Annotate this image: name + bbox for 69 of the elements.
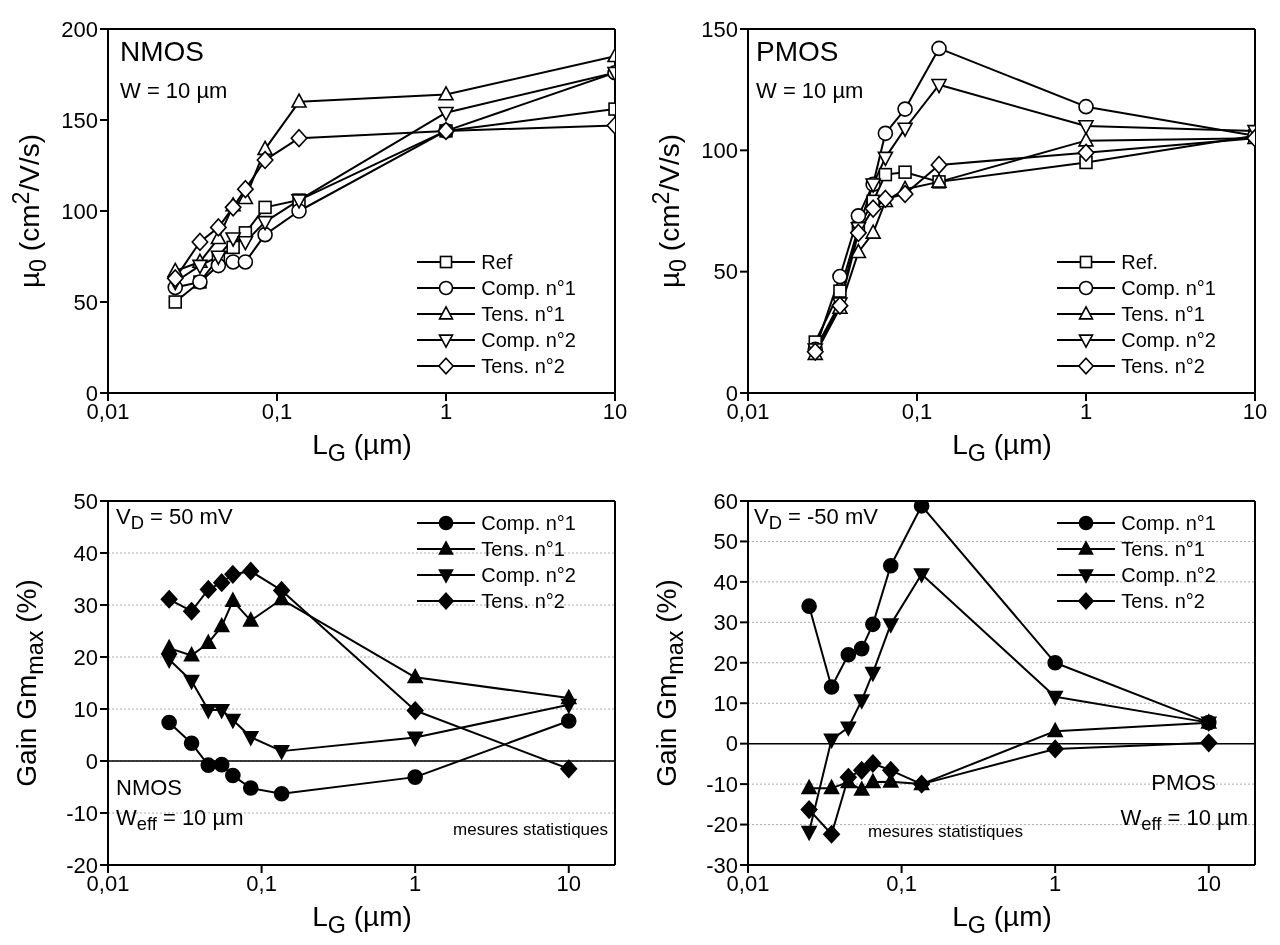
legend-label: Comp. n°2 xyxy=(1121,328,1216,352)
x-tick-label: 10 xyxy=(1242,398,1268,424)
annotation: PMOS xyxy=(756,36,839,68)
legend-label: Comp. n°1 xyxy=(1121,511,1216,535)
x-tick-label: 10 xyxy=(556,870,582,896)
x-tick-label: 0,1 xyxy=(261,398,293,424)
y-tick-label: 50 xyxy=(713,529,738,555)
y-tick-label: -10 xyxy=(66,800,98,826)
annotation: W = 10 µm xyxy=(756,78,864,104)
annotation: PMOS xyxy=(1151,770,1216,796)
y-tick-label: -20 xyxy=(706,812,738,838)
legend-label: Tens. n°2 xyxy=(1121,354,1205,378)
y-tick-label: 200 xyxy=(61,16,98,42)
annotation: V$_{D}$ = -50 mV xyxy=(754,504,878,535)
legend-label: Comp. n°1 xyxy=(481,276,576,300)
x-tick-label: 10 xyxy=(602,398,628,424)
y-tick-label: 40 xyxy=(713,569,738,595)
y-tick-label: 10 xyxy=(73,696,98,722)
annotation: mesures statistiques xyxy=(868,822,1023,842)
x-tick-label: 0,1 xyxy=(886,870,917,896)
x-tick-label: 1 xyxy=(409,870,422,896)
x-tick-label: 0,1 xyxy=(901,398,933,424)
annotation: W$_{eff}$ = 10 µm xyxy=(1120,805,1248,836)
legend-label: Tens. n°2 xyxy=(481,589,565,613)
x-tick-label: 1 xyxy=(439,398,453,424)
y-tick-label: -10 xyxy=(706,771,738,797)
y-tick-label: 50 xyxy=(73,289,98,315)
y-tick-label: 20 xyxy=(713,650,738,676)
legend-label: Tens. n°1 xyxy=(1121,302,1205,326)
legend-label: Tens. n°2 xyxy=(1121,589,1205,613)
x-tick-label: 1 xyxy=(1049,870,1062,896)
y-tick-label: 150 xyxy=(61,107,98,133)
y-tick-label: 10 xyxy=(713,691,738,717)
annotation: V$_{D}$ = 50 mV xyxy=(116,504,233,535)
y-tick-label: 150 xyxy=(701,16,738,42)
legend-label: Ref. xyxy=(1121,250,1158,274)
y-tick-label: 60 xyxy=(713,488,738,514)
y-tick-label: 0 xyxy=(725,731,738,757)
y-tick-label: 0 xyxy=(85,748,98,774)
x-axis-title: L$_{G}$ (µm) xyxy=(311,901,413,939)
legend-label: Tens. n°1 xyxy=(1121,537,1205,561)
legend-label: Comp. n°2 xyxy=(481,328,576,352)
y-tick-label: 30 xyxy=(713,610,738,636)
x-axis-title: L$_{G}$ (µm) xyxy=(311,429,413,467)
y-tick-label: 40 xyxy=(73,540,98,566)
y-tick-label: 50 xyxy=(73,488,98,514)
legend-label: Tens. n°1 xyxy=(481,302,565,326)
x-tick-label: 0,1 xyxy=(246,870,277,896)
annotation: NMOS xyxy=(120,36,204,68)
y-tick-label: 100 xyxy=(701,138,738,164)
y-tick-label: 100 xyxy=(61,198,98,224)
legend-label: Comp. n°2 xyxy=(1121,563,1216,587)
legend-label: Tens. n°1 xyxy=(481,537,565,561)
annotation: W$_{eff}$ = 10 µm xyxy=(116,805,244,836)
x-axis-title: L$_{G}$ (µm) xyxy=(951,901,1053,939)
legend-label: Comp. n°1 xyxy=(1121,276,1216,300)
annotation: NMOS xyxy=(116,775,182,801)
x-tick-label: 10 xyxy=(1196,870,1222,896)
y-tick-label: 30 xyxy=(73,592,98,618)
legend-label: Comp. n°2 xyxy=(481,563,576,587)
x-tick-label: 1 xyxy=(1079,398,1093,424)
y-tick-label: 20 xyxy=(73,644,98,670)
y-tick-label: 50 xyxy=(713,259,738,285)
legend-label: Tens. n°2 xyxy=(481,354,565,378)
x-axis-title: L$_{G}$ (µm) xyxy=(951,429,1053,467)
legend-label: Ref xyxy=(481,250,513,274)
annotation: W = 10 µm xyxy=(120,78,228,104)
annotation: mesures statistiques xyxy=(453,820,608,840)
legend-label: Comp. n°1 xyxy=(481,511,576,535)
